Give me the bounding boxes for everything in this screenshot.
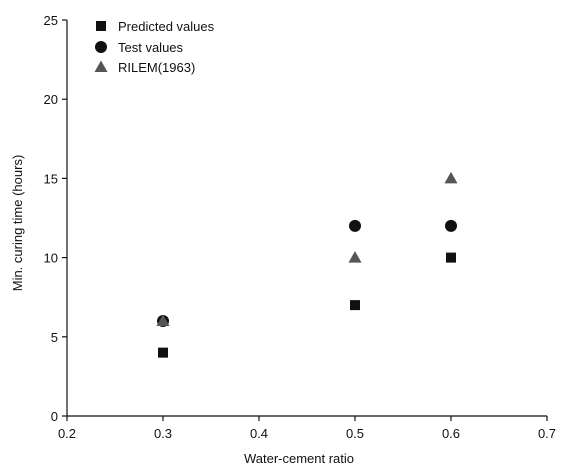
legend-label: Test values [118, 40, 184, 55]
legend: Predicted values Test values RILEM(1963) [94, 19, 215, 75]
square-point [350, 300, 360, 311]
x-tick-label: 0.2 [58, 426, 76, 441]
y-tick-label: 0 [51, 409, 58, 424]
triangle-point [156, 314, 170, 326]
x-tick-label: 0.6 [442, 426, 460, 441]
circle-point [445, 219, 457, 232]
x-ticks: 0.2 0.3 0.4 0.5 0.6 0.7 [58, 416, 556, 441]
axes: 0.2 0.3 0.4 0.5 0.6 0.7 0 5 10 15 20 25 [44, 13, 557, 441]
legend-label: Predicted values [118, 19, 215, 34]
legend-label: RILEM(1963) [118, 60, 195, 75]
y-ticks: 0 5 10 15 20 25 [44, 13, 67, 424]
legend-square-marker [96, 21, 106, 31]
legend-circle-marker [95, 41, 107, 53]
y-axis-title: Min. curing time (hours) [10, 155, 25, 292]
triangle-point [444, 171, 458, 184]
y-tick-label: 25 [44, 13, 58, 28]
x-tick-label: 0.3 [154, 426, 172, 441]
square-point [158, 347, 168, 358]
y-tick-label: 15 [44, 171, 58, 186]
square-point [446, 252, 456, 263]
x-tick-label: 0.4 [250, 426, 268, 441]
x-axis-title: Water-cement ratio [244, 451, 354, 466]
y-tick-label: 10 [44, 251, 58, 266]
circle-point [349, 219, 361, 232]
y-tick-label: 20 [44, 92, 58, 107]
legend-triangle-marker [94, 60, 108, 72]
triangle-point [348, 251, 362, 263]
x-tick-label: 0.5 [346, 426, 364, 441]
x-tick-label: 0.7 [538, 426, 556, 441]
data-points [156, 171, 458, 358]
y-tick-label: 5 [51, 330, 58, 345]
